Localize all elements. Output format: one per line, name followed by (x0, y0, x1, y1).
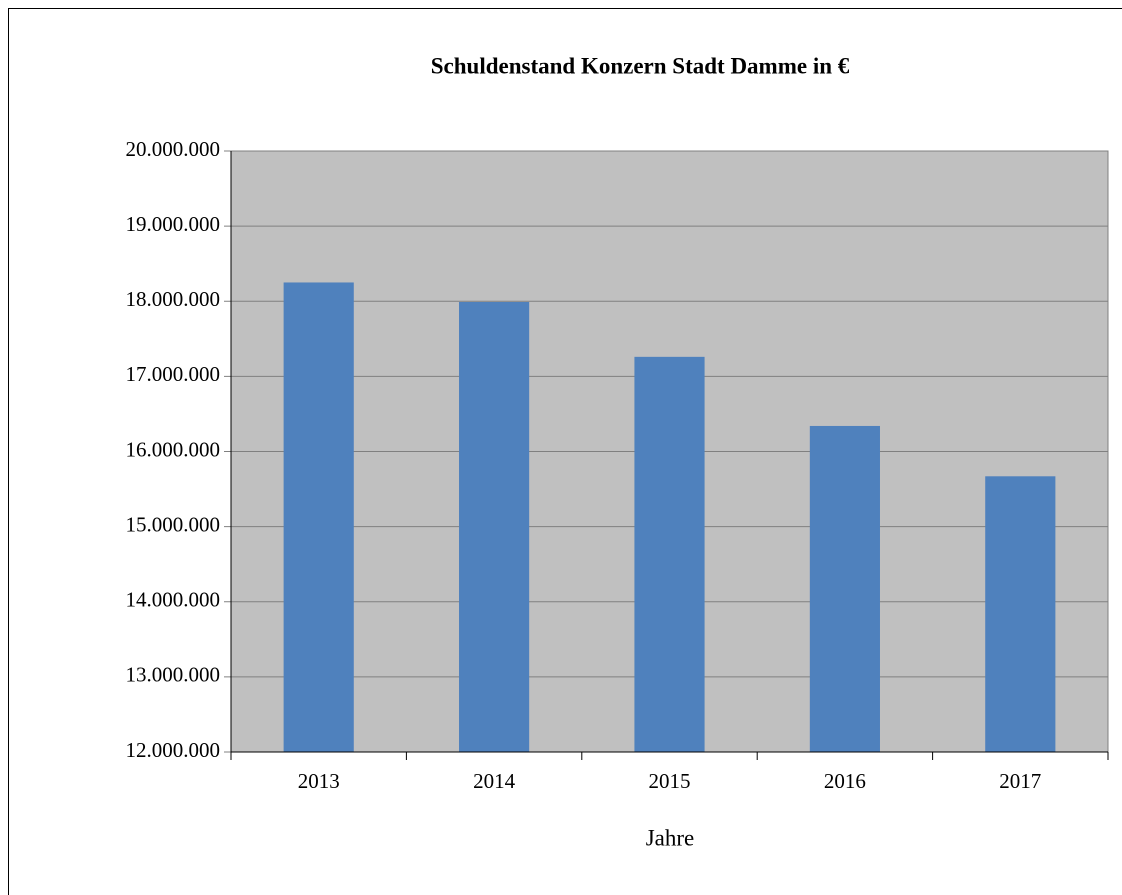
x-tick-label: 2015 (649, 769, 691, 793)
y-tick-label: 20.000.000 (126, 137, 221, 161)
y-tick-label: 16.000.000 (126, 437, 221, 461)
y-tick-label: 14.000.000 (126, 588, 221, 612)
bar (634, 356, 705, 752)
bar (809, 425, 880, 752)
x-tick-label: 2014 (473, 769, 516, 793)
y-tick-label: 18.000.000 (126, 287, 221, 311)
y-tick-label: 17.000.000 (126, 362, 221, 386)
x-tick-label: 2017 (999, 769, 1041, 793)
x-tick-label: 2016 (824, 769, 866, 793)
x-tick-label: 2013 (298, 769, 340, 793)
x-axis-label: Jahre (646, 825, 695, 850)
y-tick-label: 15.000.000 (126, 512, 221, 536)
chart-title: Schuldenstand Konzern Stadt Damme in € (431, 53, 850, 78)
bar (283, 282, 354, 752)
bar (985, 476, 1056, 752)
bar (459, 302, 530, 752)
y-tick-label: 12.000.000 (126, 738, 221, 762)
y-tick-label: 19.000.000 (126, 212, 221, 236)
y-tick-label: 13.000.000 (126, 663, 221, 687)
